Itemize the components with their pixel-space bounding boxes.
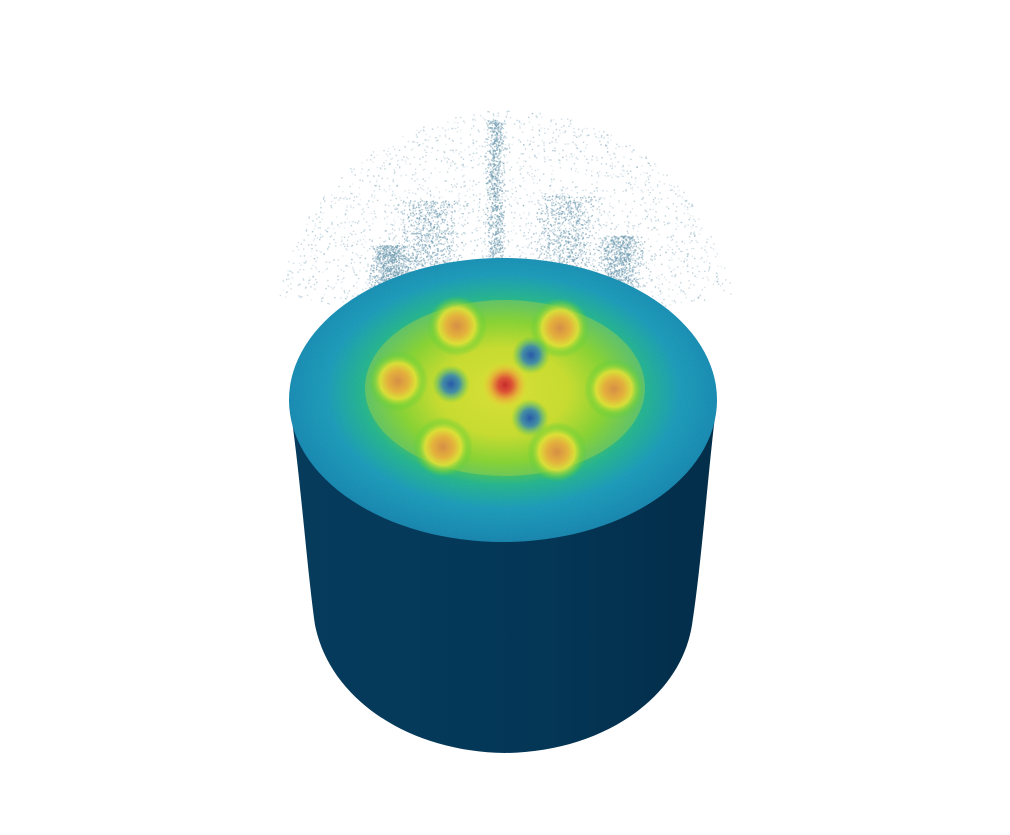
render-viewport[interactable] [0,0,1010,835]
cylinder-render [0,0,1010,835]
